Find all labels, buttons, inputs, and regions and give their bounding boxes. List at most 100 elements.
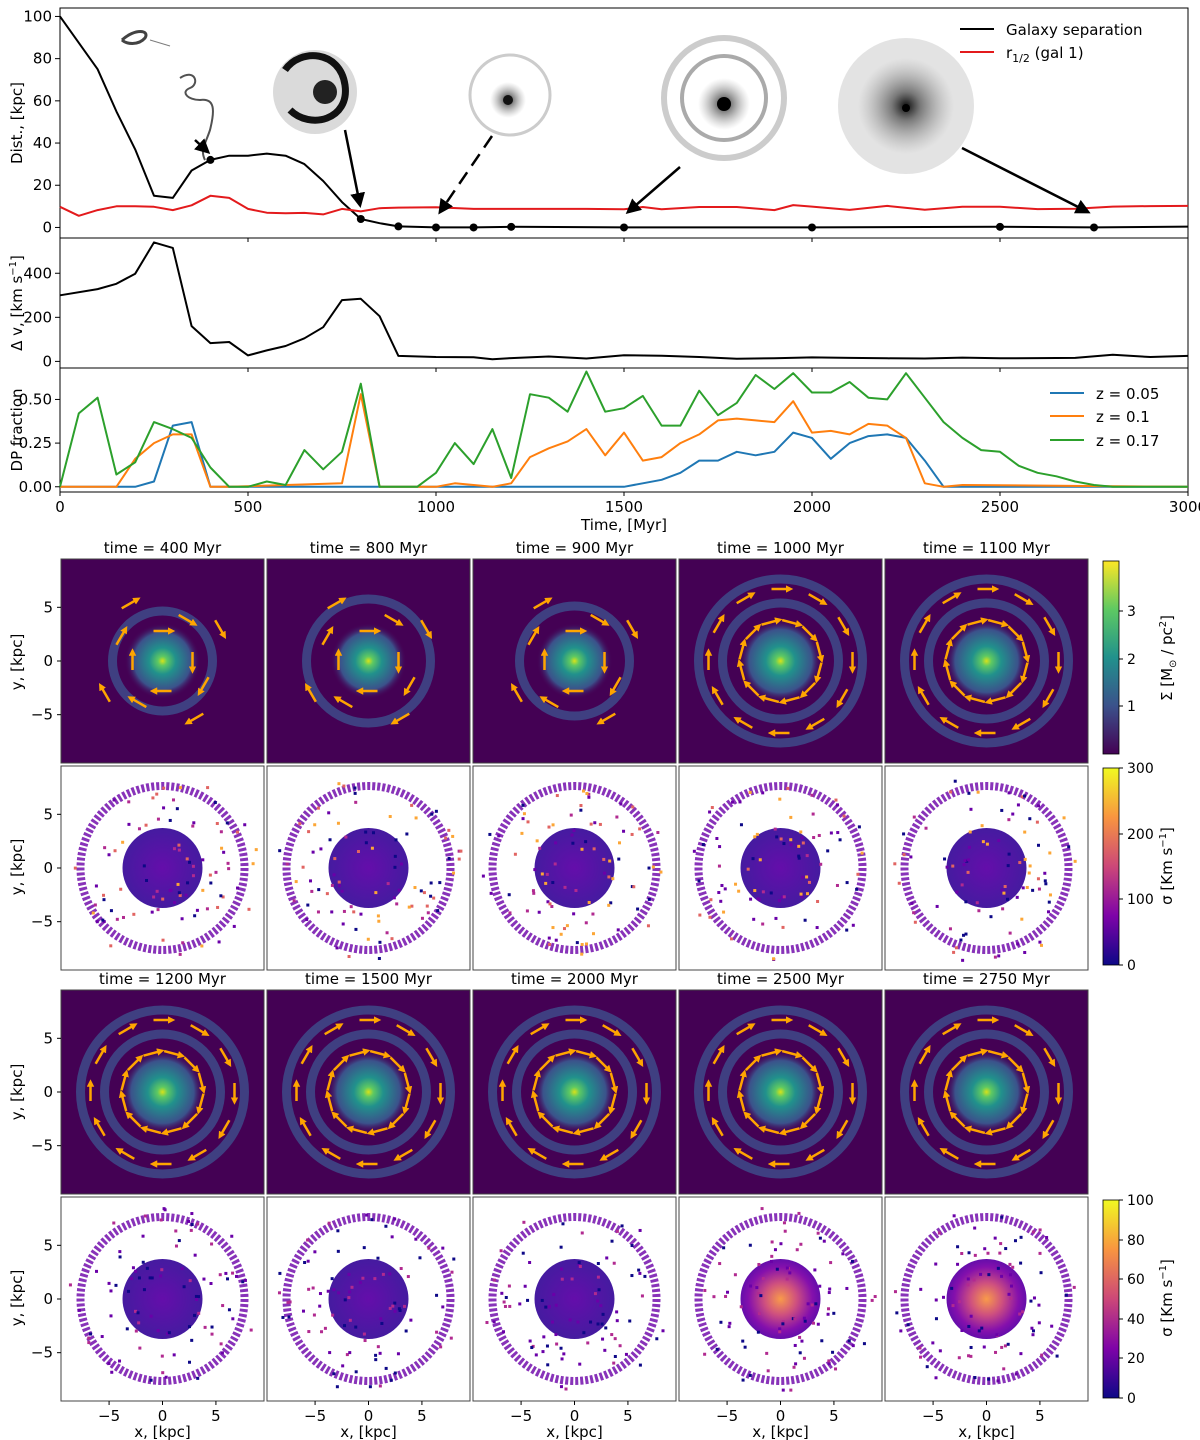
- snapshot-grid: time = 400 Myr 5 0 −5 time = 800 Myr time = 9…: [31, 539, 1089, 1440]
- panel-r4-c1: [60, 1196, 265, 1402]
- panel-r3-c5: [884, 989, 1089, 1195]
- colorbar-dispersion-300: 0 100 200 300 σ [Km s−1]: [1102, 761, 1176, 974]
- grid-xtick-label: 0: [570, 1407, 580, 1425]
- cb1-tick-2: 2: [1127, 652, 1136, 668]
- cb3-tick-100: 100: [1127, 1193, 1154, 1209]
- ytick-label: 40: [33, 134, 52, 152]
- grid-ytick-label: 5: [43, 1029, 53, 1047]
- snapshot-2750-thumbnail: [838, 38, 974, 174]
- panel-r2-c1: [60, 765, 265, 971]
- separation-plot-frame: [59, 7, 1189, 239]
- panel-r3-c2: [266, 989, 471, 1195]
- panel-r4-c2: [266, 1196, 471, 1402]
- grid-xtick-label: −5: [510, 1407, 532, 1425]
- colorbar-dispersion-100: 0 20 40 60 80 100 σ [Km s−1]: [1102, 1193, 1176, 1407]
- grid-ytick-label: −5: [31, 1344, 53, 1362]
- ytick-label: 0: [42, 218, 52, 236]
- panel-title: time = 900 Myr: [516, 539, 634, 557]
- legend-r-half-label: r1/2 (gal 1): [1006, 44, 1084, 65]
- cb2-tick-100: 100: [1127, 892, 1154, 908]
- colorbar-surface-density: 1 2 3 Σ [M⊙ / pc2]: [1102, 560, 1179, 755]
- panel-r2-c4: [678, 765, 883, 971]
- panel-r1-c1: [60, 558, 265, 764]
- cb1-label: Σ [M⊙ / pc2]: [1158, 615, 1179, 701]
- panel-r3-c4: [678, 989, 883, 1195]
- snapshot-800-thumbnail: [273, 50, 357, 134]
- dp-fraction-ylabel: DP fraction: [8, 389, 26, 472]
- xtick-label: 1500: [605, 498, 643, 516]
- grid-xtick-label: 5: [1035, 1407, 1045, 1425]
- ytick-label: 400: [23, 264, 52, 282]
- grid-ytick-label: 5: [43, 598, 53, 616]
- snapshot-marker: [206, 155, 215, 164]
- xtick-label: 0: [55, 498, 65, 516]
- panel-r3-c3: [472, 989, 677, 1195]
- grid-top-row1-ylabel: y, [kpc]: [8, 634, 26, 691]
- panel-r4-c4: [678, 1196, 883, 1402]
- cb1-tick-1: 1: [1127, 699, 1136, 715]
- snapshot-marker: [356, 215, 365, 224]
- cb3-tick-60: 60: [1127, 1272, 1145, 1288]
- legend-z01-label: z = 0.1: [1096, 408, 1150, 426]
- legend-z017-label: z = 0.17: [1096, 432, 1159, 450]
- snapshot-marker: [469, 223, 478, 232]
- panel-title: time = 1100 Myr: [923, 539, 1051, 557]
- grid-xtick-label: 0: [364, 1407, 374, 1425]
- grid-bottom-row2-ylabel: y, [kpc]: [8, 1270, 26, 1327]
- ytick-label: 0.50: [19, 390, 52, 408]
- panel-title: time = 2500 Myr: [717, 970, 845, 988]
- panel-title: time = 2750 Myr: [923, 970, 1051, 988]
- separation-plot: 0 20 40 60 80 100 Dist., [kpc]: [8, 7, 1189, 242]
- snapshot-marker: [432, 223, 440, 232]
- delta-v-plot-frame: [59, 237, 1189, 369]
- time-xlabel: Time, [Myr]: [580, 516, 667, 534]
- grid-ytick-label: 0: [43, 652, 53, 670]
- panel-r2-c5: [884, 765, 1089, 971]
- cb3-label: σ [Km s−1]: [1158, 1259, 1176, 1337]
- ytick-label: 0: [42, 352, 52, 370]
- panel-title: time = 1000 Myr: [717, 539, 845, 557]
- grid-ytick-label: 5: [43, 805, 53, 823]
- cb3-tick-80: 80: [1127, 1233, 1145, 1249]
- ytick-label: 0.25: [19, 434, 52, 452]
- cb1-tick-3: 3: [1127, 604, 1136, 620]
- grid-ytick-label: 0: [43, 1083, 53, 1101]
- grid-xlabel: x, [kpc]: [340, 1423, 397, 1440]
- snapshot-1500-thumbnail: [661, 35, 787, 161]
- series-line-z-0-1: [60, 393, 1189, 488]
- legend-z005-label: z = 0.05: [1096, 385, 1159, 403]
- grid-xtick-label: −5: [98, 1407, 120, 1425]
- grid-xtick-label: 5: [417, 1407, 427, 1425]
- dp-legend: z = 0.05 z = 0.1 z = 0.17: [1050, 385, 1159, 450]
- grid-ytick-label: 0: [43, 1290, 53, 1308]
- panel-r1-c2: [266, 558, 471, 764]
- panel-r2-c3: [472, 765, 677, 971]
- series-line-z-0-17: [59, 370, 1188, 488]
- dp-fraction-plot: 0.00 0.25 0.50 0 500 1000 1500 2000 2500 3000 DP …: [8, 367, 1200, 534]
- xtick-label: 1000: [417, 498, 455, 516]
- snapshot-pointer-arrows: [194, 129, 1091, 215]
- series-line-galaxy-separation: [59, 15, 1189, 229]
- series-line--v: [59, 241, 1189, 361]
- grid-xtick-label: −5: [716, 1407, 738, 1425]
- snapshot-marker: [808, 223, 816, 232]
- panel-r1-c4: [678, 558, 883, 764]
- grid-xtick-label: 0: [982, 1407, 992, 1425]
- delta-v-plot: 0 200 400 Δ v, [km s−1]: [8, 237, 1189, 372]
- snapshot-marker: [394, 222, 403, 231]
- grid-ytick-label: −5: [31, 1137, 53, 1155]
- snapshot-thumbnails: [120, 30, 974, 174]
- grid-top-row2-ylabel: y, [kpc]: [8, 839, 26, 896]
- xtick-label: 3000: [1169, 498, 1200, 516]
- xtick-label: 500: [234, 498, 263, 516]
- cb3-tick-20: 20: [1127, 1351, 1145, 1367]
- panel-title: time = 2000 Myr: [511, 970, 639, 988]
- panel-r4-c3: [472, 1196, 677, 1402]
- ytick-label: 80: [33, 50, 52, 68]
- snapshot-900-thumbnail: [468, 53, 552, 137]
- ytick-label: 60: [33, 92, 52, 110]
- panel-title: time = 1200 Myr: [99, 970, 227, 988]
- xtick-label: 2500: [981, 498, 1019, 516]
- snapshot-400-thumbnail: [120, 30, 214, 161]
